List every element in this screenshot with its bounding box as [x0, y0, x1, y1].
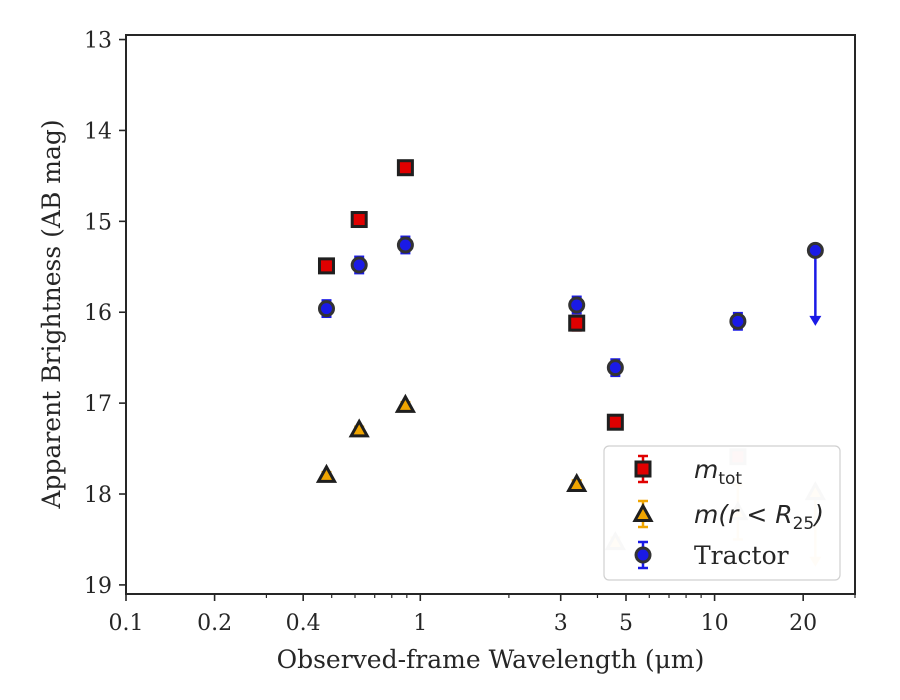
data-point — [396, 235, 414, 255]
data-point-triangle — [632, 502, 654, 522]
data-point-square — [396, 159, 414, 177]
x-axis-label: Observed-frame Wavelength (μm) — [277, 645, 705, 674]
data-point — [350, 211, 368, 229]
y-tick-label: 16 — [84, 301, 112, 326]
legend-entry: m(r < R25) — [632, 499, 824, 534]
y-tick-label: 17 — [84, 392, 112, 417]
y-axis: 13 14 15 16 17 18 19 — [84, 29, 126, 599]
y-axis-label: Apparent Brightness (AB mag) — [37, 119, 66, 509]
x-tick-label: 20 — [789, 611, 817, 636]
x-tick-label: 3 — [554, 611, 568, 636]
data-point — [568, 314, 586, 332]
y-tick-label: 15 — [84, 210, 112, 235]
upper-limit-arrow — [809, 315, 822, 326]
legend-label: Tractor — [694, 541, 789, 570]
x-tick-label: 5 — [619, 611, 633, 636]
data-point-circle — [606, 359, 624, 377]
data-point — [317, 257, 335, 275]
data-point — [806, 241, 824, 326]
data-point-circle — [729, 312, 747, 330]
data-point-square — [568, 314, 586, 332]
x-tick-label: 0.2 — [197, 611, 232, 636]
data-point-triangle — [348, 418, 370, 438]
legend-entry: mtot — [634, 454, 742, 489]
x-tick-label: 0.4 — [286, 611, 321, 636]
data-point — [394, 393, 416, 413]
legend-label-tail: ) — [812, 500, 824, 529]
y-tick-label: 18 — [84, 483, 112, 508]
legend-entry: Tractor — [634, 540, 789, 570]
data-point — [606, 358, 624, 378]
x-axis: 0.1 0.2 0.4 1 3 5 10 20 — [109, 594, 856, 636]
series-circle — [317, 235, 824, 378]
data-point-circle — [396, 236, 414, 254]
y-tick-label: 13 — [84, 29, 112, 54]
x-tick-label: 10 — [701, 611, 729, 636]
data-point — [396, 159, 414, 177]
data-point — [315, 463, 338, 483]
legend-label-main: Tractor — [694, 541, 789, 570]
legend-label-subscript: tot — [718, 469, 742, 489]
data-point — [729, 311, 747, 331]
data-point-square — [606, 413, 624, 431]
series-square — [317, 159, 747, 466]
legend-label-main: m(r < R — [694, 500, 793, 529]
data-point-circle — [806, 241, 824, 259]
data-point-circle — [350, 256, 368, 274]
data-point-triangle — [315, 463, 338, 483]
legend-label-main: m — [694, 455, 718, 484]
plot-frame — [125, 34, 856, 595]
data-point-square — [634, 460, 652, 478]
legend-label: m(r < R25) — [694, 500, 824, 534]
data-point-circle — [634, 546, 652, 564]
data-point-circle — [317, 300, 335, 318]
data-point-circle — [568, 296, 586, 314]
y-tick-label: 19 — [84, 574, 112, 599]
legend-label-subscript: 25 — [793, 514, 815, 534]
legend: mtot m(r < R25) Tractor — [603, 445, 841, 581]
data-point — [348, 418, 370, 438]
data-point-square — [317, 257, 335, 275]
data-point — [566, 472, 588, 492]
data-point-square — [350, 211, 368, 229]
data-point-triangle — [394, 393, 416, 413]
x-tick-label: 1 — [413, 611, 427, 636]
data-point — [606, 413, 624, 431]
data-point-triangle — [566, 472, 588, 492]
data-point — [317, 299, 335, 319]
y-tick-label: 14 — [84, 119, 112, 144]
legend-frame — [603, 445, 841, 581]
data-point — [568, 295, 586, 315]
data-point — [350, 255, 368, 275]
legend-label: mtot — [694, 455, 742, 489]
x-tick-label: 0.1 — [109, 611, 144, 636]
